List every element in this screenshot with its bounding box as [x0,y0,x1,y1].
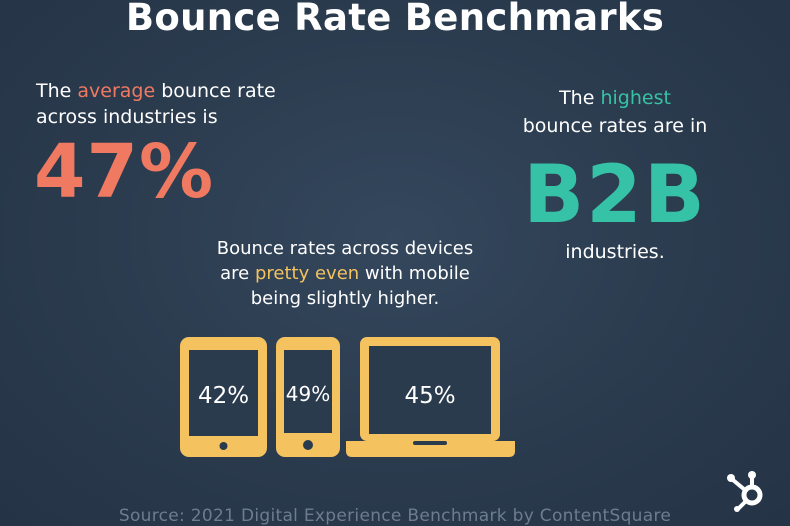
average-value: 47% [34,129,215,215]
devices-line-3: being slightly higher. [250,288,440,309]
highest-line-3: industries. [565,241,665,263]
devices-line-2-post: with mobile [359,263,470,284]
hubspot-logo-icon [727,471,763,512]
average-text: The average bounce rate across industrie… [36,78,336,130]
devices-line-2: are pretty even with mobile [190,261,500,286]
highest-value: B2B [523,148,707,241]
desktop-value: 45% [404,383,456,409]
average-line-1-post: bounce rate [155,80,276,102]
highest-line-2: bounce rates are in [522,115,708,137]
smartphone-icon [276,337,340,457]
highest-accent: highest [600,87,671,109]
tablet-value: 42% [197,383,250,409]
highest-line-1-pre: The [559,87,601,109]
average-line-1-pre: The [36,80,78,102]
page-title: Bounce Rate Benchmarks [125,0,665,39]
devices-text: Bounce rates across devices are pretty e… [190,236,500,311]
highest-text: The highest bounce rates are in [490,84,740,140]
devices-line-2-pre: are [220,263,255,284]
mobile-value: 49% [285,382,331,406]
laptop-icon [346,337,515,457]
devices-accent: pretty even [254,263,360,284]
tablet-icon [180,337,267,457]
average-accent: average [77,80,156,102]
average-line-2: across industries is [36,106,218,128]
devices-line-1: Bounce rates across devices [216,238,474,259]
source-caption: Source: 2021 Digital Experience Benchmar… [118,506,672,526]
highest-line-1: The highest [490,84,740,112]
average-line-1: The average bounce rate [36,78,336,104]
